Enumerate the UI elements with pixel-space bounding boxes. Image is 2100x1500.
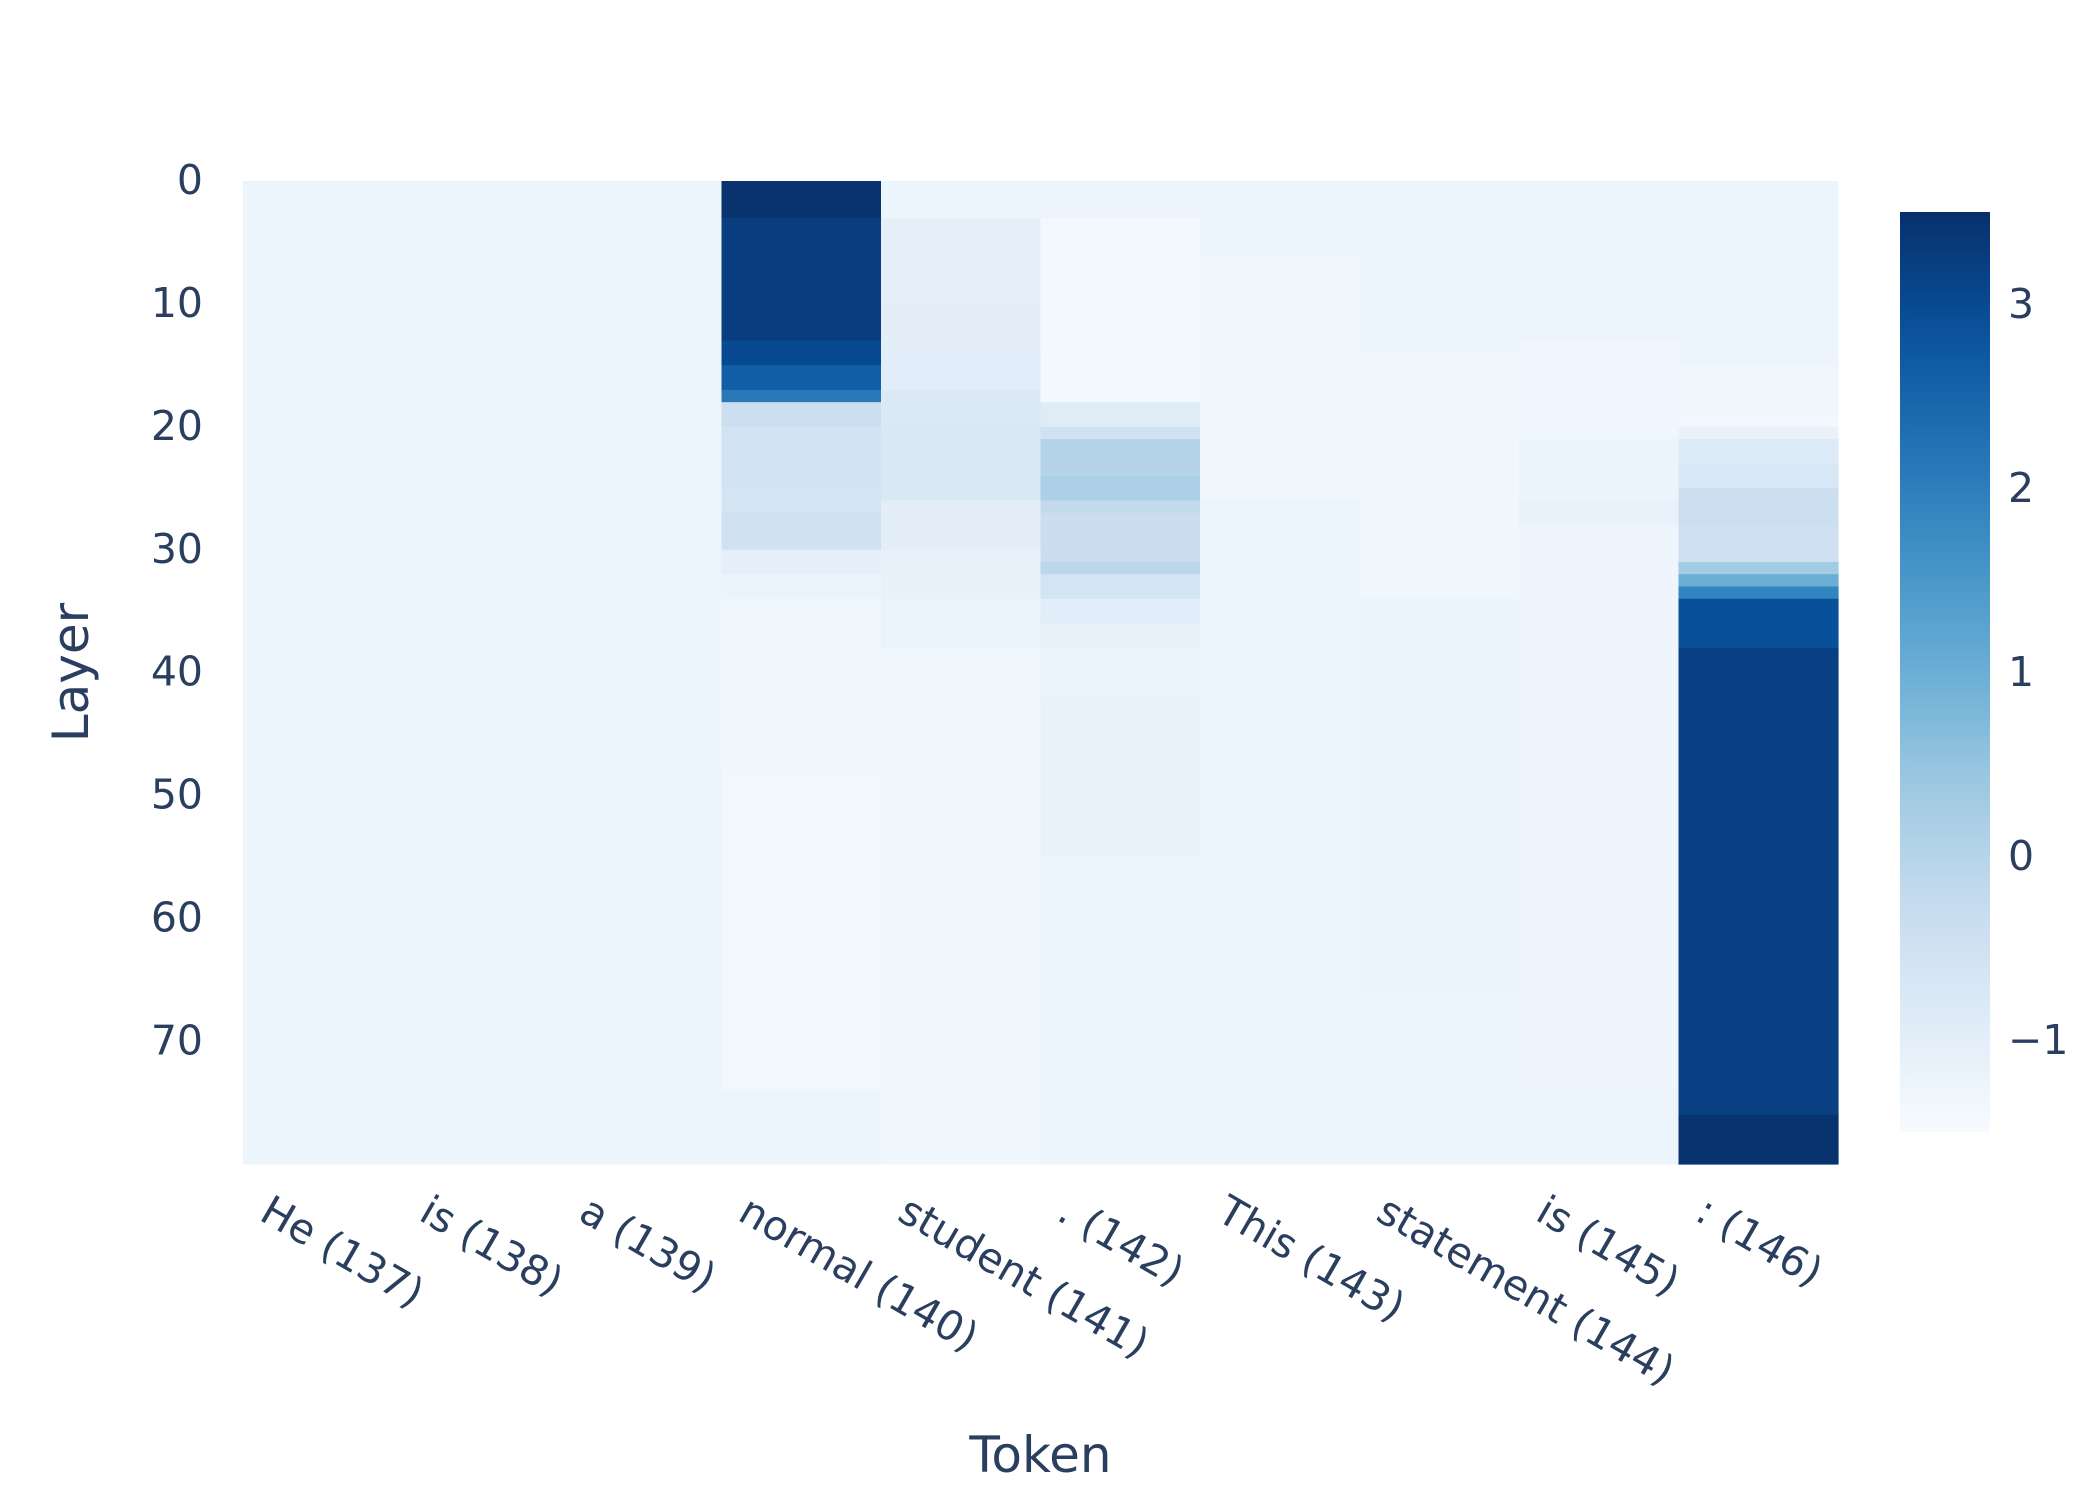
- heatmap-cell: [881, 389, 1042, 428]
- heatmap-cell: [721, 488, 882, 514]
- heatmap-cell: [881, 647, 1042, 1165]
- heatmap-cell: [402, 181, 563, 1165]
- heatmap-cell: [1040, 512, 1201, 563]
- heatmap-cell: [1519, 181, 1680, 342]
- heatmap-cell: [881, 181, 1042, 219]
- heatmap-cell: [1678, 181, 1839, 366]
- heatmap-cell: [721, 574, 882, 600]
- heatmap-cell: [1678, 574, 1839, 588]
- heatmap-cell: [1040, 402, 1201, 428]
- x-tick-label: a (139): [572, 1186, 725, 1302]
- heatmap-cell: [1040, 561, 1201, 575]
- heatmap-cell: [881, 598, 1042, 649]
- heatmap-cell: [721, 549, 882, 575]
- heatmap-cell: [1519, 1090, 1680, 1165]
- heatmap-cell: [721, 426, 882, 489]
- colorbar-tick-label: 1: [2008, 648, 2034, 696]
- heatmap-cell: [1040, 181, 1201, 219]
- x-tick-label: is (138): [412, 1186, 571, 1306]
- heatmap-cell: [721, 365, 882, 391]
- y-tick-label: 0: [177, 156, 203, 204]
- heatmap-cell: [1040, 475, 1201, 502]
- y-axis-title: Layer: [42, 602, 100, 742]
- heatmap-cell: [1678, 439, 1839, 465]
- heatmap-cell: [1359, 598, 1520, 993]
- heatmap-cell: [243, 181, 404, 1165]
- heatmap-cell: [881, 217, 1042, 305]
- heatmap-cell: [1519, 340, 1680, 440]
- heatmap-cell: [1678, 365, 1839, 416]
- y-tick-label: 70: [151, 1016, 203, 1064]
- heatmap-cell: [1359, 353, 1520, 600]
- heatmap-cell: [1678, 463, 1839, 489]
- heatmap-cell: [1678, 598, 1839, 649]
- heatmap-cell: [1040, 426, 1201, 440]
- x-axis-title: Token: [968, 1426, 1111, 1484]
- heatmap-cell: [721, 770, 882, 1091]
- y-tick-label: 30: [151, 525, 203, 573]
- y-tick-label: 40: [151, 648, 203, 696]
- heatmap-cell: [1040, 647, 1201, 698]
- heatmap-cell: [721, 340, 882, 366]
- heatmap-cell: [1200, 500, 1361, 1165]
- colorbar-tick-label: −1: [2008, 1016, 2068, 1064]
- heatmap-cell: [881, 353, 1042, 391]
- heatmap-cell: [562, 181, 723, 1165]
- heatmap-cell: [1040, 574, 1201, 600]
- heatmap-cell: [1359, 181, 1520, 354]
- y-tick-label: 20: [151, 402, 203, 450]
- x-tick-label: statement (144): [1369, 1186, 1683, 1395]
- heatmap-cell: [881, 549, 1042, 600]
- heatmap-cell: [1040, 623, 1201, 649]
- x-axis-ticks: He (137)is (138) a (139) normal (140)stude…: [253, 1186, 1831, 1395]
- heatmap-cell: [1678, 561, 1839, 575]
- heatmap-cell: [721, 389, 882, 403]
- heatmap-cell: [1200, 254, 1361, 502]
- heatmap-cell: [881, 303, 1042, 354]
- heatmap-cell: [721, 402, 882, 428]
- heatmap-cell: [1678, 647, 1839, 1116]
- y-tick-label: 50: [151, 771, 203, 819]
- heatmap-cell: [1519, 439, 1680, 502]
- heatmap-cell: [1040, 598, 1201, 624]
- heatmap-cell: [721, 181, 882, 219]
- heatmap-cell: [721, 1090, 882, 1165]
- heatmap-cell: [1359, 991, 1520, 1165]
- heatmap-cell: [881, 426, 1042, 502]
- heatmap-cell: [1040, 856, 1201, 1165]
- colorbar-ticks: −1 0 1 2 3: [2008, 280, 2068, 1064]
- heatmap-cell: [1519, 500, 1680, 526]
- heatmap-cell: [1678, 1114, 1839, 1165]
- heatmap-cell: [1678, 414, 1839, 428]
- heatmap-cells: [243, 181, 1839, 1165]
- heatmap-cell: [721, 217, 882, 342]
- heatmap-cell: [1678, 488, 1839, 526]
- heatmap-cell: [1040, 217, 1201, 403]
- heatmap-cell: [1519, 525, 1680, 1091]
- heatmap-cell: [1040, 697, 1201, 858]
- heatmap-cell: [1678, 525, 1839, 563]
- heatmap-cell: [1678, 426, 1839, 440]
- heatmap-cell: [1040, 500, 1201, 514]
- heatmap-cell: [1040, 439, 1201, 477]
- y-tick-label: 60: [151, 893, 203, 941]
- heatmap-cell: [1678, 586, 1839, 600]
- x-tick-label: He (137): [253, 1186, 432, 1317]
- x-tick-label: : (146): [1688, 1186, 1831, 1296]
- heatmap-cell: [881, 500, 1042, 551]
- colorbar-tick-label: 0: [2008, 832, 2034, 880]
- y-axis-ticks: 0 10 20 30 40 50 60 70: [151, 156, 203, 1064]
- y-tick-label: 10: [151, 279, 203, 327]
- heatmap-cell: [1200, 181, 1361, 256]
- colorbar-tick-label: 3: [2008, 280, 2034, 328]
- colorbar: [1900, 212, 1990, 1132]
- colorbar-tick-label: 2: [2008, 464, 2034, 512]
- heatmap-cell: [721, 598, 882, 772]
- heatmap-cell: [721, 512, 882, 551]
